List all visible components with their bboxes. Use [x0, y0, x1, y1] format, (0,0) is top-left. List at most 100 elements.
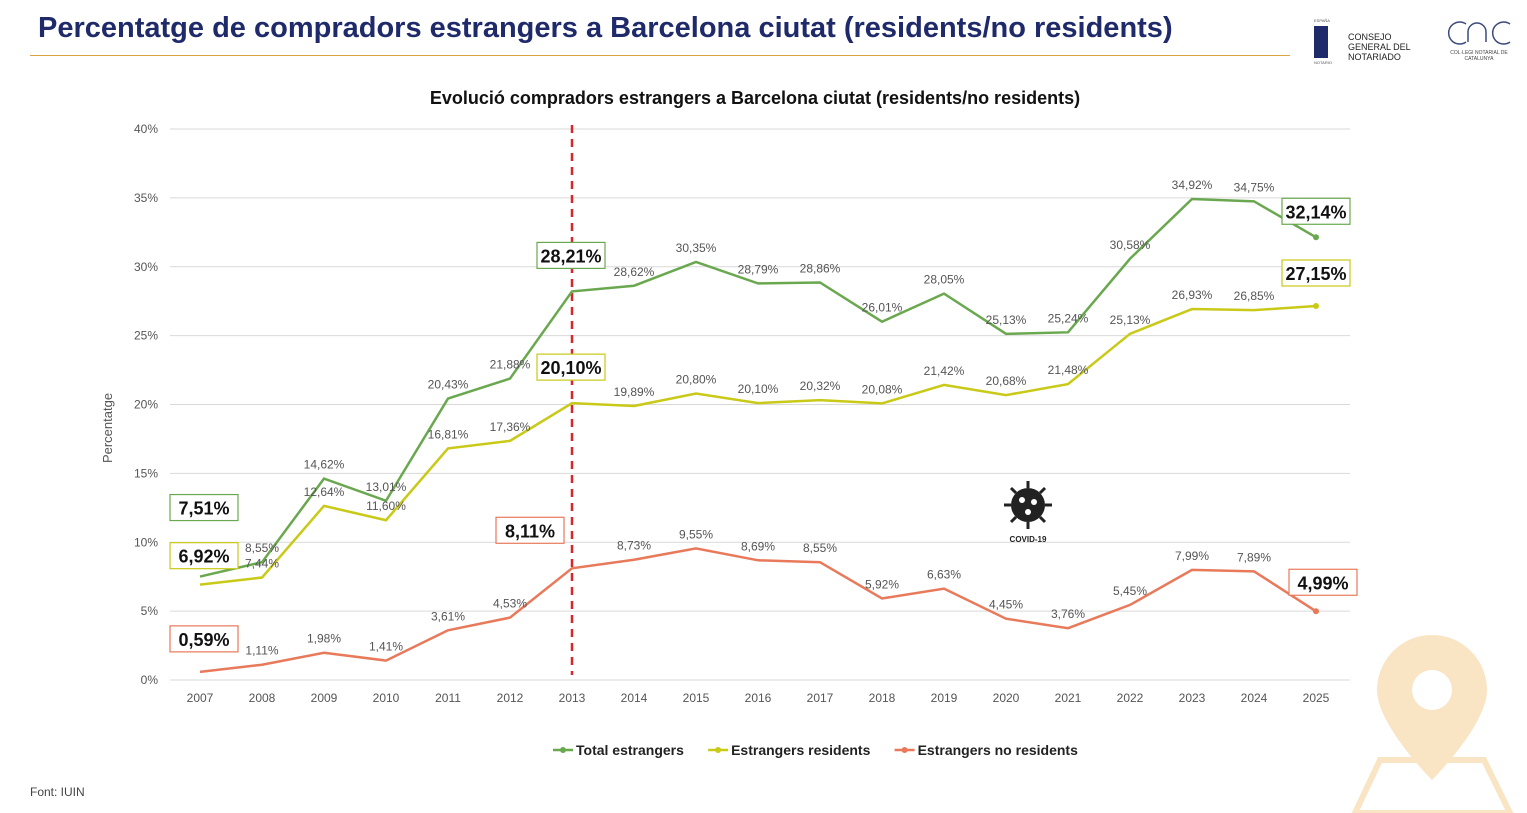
x-tick-label: 2017	[807, 691, 834, 705]
y-tick-label: 15%	[134, 466, 158, 480]
x-tick-label: 2008	[249, 691, 276, 705]
data-label: 8,73%	[617, 539, 651, 553]
x-tick-label: 2014	[621, 691, 648, 705]
data-label: 34,92%	[1172, 178, 1213, 192]
callout-box	[1288, 568, 1358, 596]
title-divider	[30, 55, 1290, 56]
x-tick-label: 2016	[745, 691, 772, 705]
callout-label: 20,10%	[540, 358, 601, 378]
data-label: 21,48%	[1048, 363, 1089, 377]
callout-label: 6,92%	[178, 547, 229, 567]
x-tick-label: 2025	[1303, 691, 1330, 705]
data-label: 5,45%	[1113, 584, 1147, 598]
data-label: 25,13%	[1110, 313, 1151, 327]
data-label: 8,55%	[803, 541, 837, 555]
data-label: 26,01%	[862, 301, 903, 315]
x-tick-label: 2012	[497, 691, 524, 705]
data-label: 25,24%	[1048, 311, 1089, 325]
data-label: 21,42%	[924, 364, 965, 378]
x-tick-label: 2013	[559, 691, 586, 705]
logo-text: CONSEJO GENERAL DEL NOTARIADO	[1348, 32, 1411, 62]
y-tick-label: 0%	[141, 673, 159, 687]
x-tick-label: 2007	[187, 691, 214, 705]
data-label: 20,08%	[862, 382, 903, 396]
data-label: 19,89%	[614, 385, 655, 399]
data-label: 1,41%	[369, 640, 403, 654]
data-label: 6,63%	[927, 568, 961, 582]
data-label: 26,93%	[1172, 288, 1213, 302]
x-tick-label: 2011	[435, 691, 461, 705]
data-label: 20,43%	[428, 378, 469, 392]
legend-marker	[901, 747, 908, 753]
logo-text: COL·LEGI NOTARIAL DE CATALUNYA	[1450, 50, 1508, 62]
legend-marker	[715, 747, 722, 753]
data-label: 30,58%	[1110, 238, 1151, 252]
collegi-notarial-logo: COL·LEGI NOTARIAL DE CATALUNYA	[1444, 18, 1514, 68]
data-label: 8,55%	[245, 541, 279, 555]
source-note: Font: IUIN	[30, 785, 85, 799]
y-tick-label: 40%	[134, 122, 158, 136]
cnc-mark-icon	[1447, 21, 1511, 45]
logo-sub-bottom: NOTARIO	[1314, 60, 1332, 65]
covid-label: COVID-19	[1010, 535, 1047, 544]
y-tick-label: 25%	[134, 329, 158, 343]
chart-title: Evolució compradors estrangers a Barcelo…	[430, 88, 1080, 108]
legend-entry: Estrangers residents	[708, 742, 871, 758]
series-line-0	[199, 197, 1317, 578]
callout-label: 7,51%	[178, 499, 229, 519]
callout-box	[169, 493, 239, 522]
callout-box	[169, 625, 239, 653]
y-tick-label: 20%	[134, 398, 158, 412]
callout-box	[536, 353, 606, 381]
data-label: 25,13%	[986, 313, 1027, 327]
legend-entry: Estrangers no residents	[894, 742, 1078, 758]
callout-box	[495, 516, 565, 544]
data-label: 8,69%	[741, 539, 775, 553]
map-pin-icon	[1351, 635, 1514, 813]
y-tick-label: 35%	[134, 191, 158, 205]
callout-label: 0,59%	[178, 630, 229, 650]
virus-icon	[1004, 481, 1052, 529]
y-tick-label: 30%	[134, 260, 158, 274]
legend-item: Estrangers no residents	[918, 742, 1078, 758]
data-label: 30,35%	[676, 241, 717, 255]
data-label: 13,01%	[366, 480, 407, 494]
data-label: 7,99%	[1175, 549, 1209, 563]
series-line-2	[199, 547, 1317, 674]
data-point	[1313, 608, 1319, 615]
data-label: 7,89%	[1237, 550, 1271, 564]
data-point	[1313, 303, 1319, 310]
callout-label: 4,99%	[1297, 573, 1348, 593]
x-tick-label: 2024	[1241, 691, 1268, 705]
data-label: 20,32%	[800, 379, 841, 393]
legend-entry: Total estrangers	[553, 742, 684, 758]
page-title: Percentatge de compradors estrangers a B…	[38, 12, 1173, 44]
data-label: 7,44%	[245, 557, 279, 571]
data-label: 21,88%	[490, 358, 531, 372]
data-label: 20,80%	[676, 372, 717, 386]
data-label: 1,11%	[245, 644, 278, 658]
y-axis-label: Percentatge	[100, 393, 115, 463]
data-label: 28,05%	[924, 273, 965, 287]
covid-annotation: COVID-19	[1004, 481, 1052, 544]
x-tick-label: 2023	[1179, 691, 1206, 705]
y-tick-label: 10%	[134, 535, 158, 549]
legend-marker	[560, 747, 566, 753]
data-label: 4,53%	[493, 597, 527, 611]
callout-box	[1281, 197, 1351, 225]
x-tick-label: 2022	[1117, 691, 1144, 705]
data-label: 3,61%	[431, 609, 465, 623]
callout-label: 32,14%	[1285, 202, 1346, 222]
logo-sub-top: ESPAÑA	[1314, 18, 1330, 23]
callout-label: 8,11%	[505, 521, 555, 541]
data-label: 16,81%	[428, 427, 469, 441]
data-label: 26,85%	[1234, 289, 1275, 303]
data-label: 5,92%	[865, 577, 899, 591]
data-label: 9,55%	[679, 527, 713, 541]
data-label: 17,36%	[490, 420, 531, 434]
notariado-emblem-icon	[1314, 26, 1328, 58]
consejo-notariado-logo: ESPAÑA CONSEJO GENERAL DEL NOTARIADO NOT…	[1314, 18, 1434, 68]
data-label: 20,68%	[986, 374, 1027, 388]
x-tick-label: 2019	[931, 691, 958, 705]
